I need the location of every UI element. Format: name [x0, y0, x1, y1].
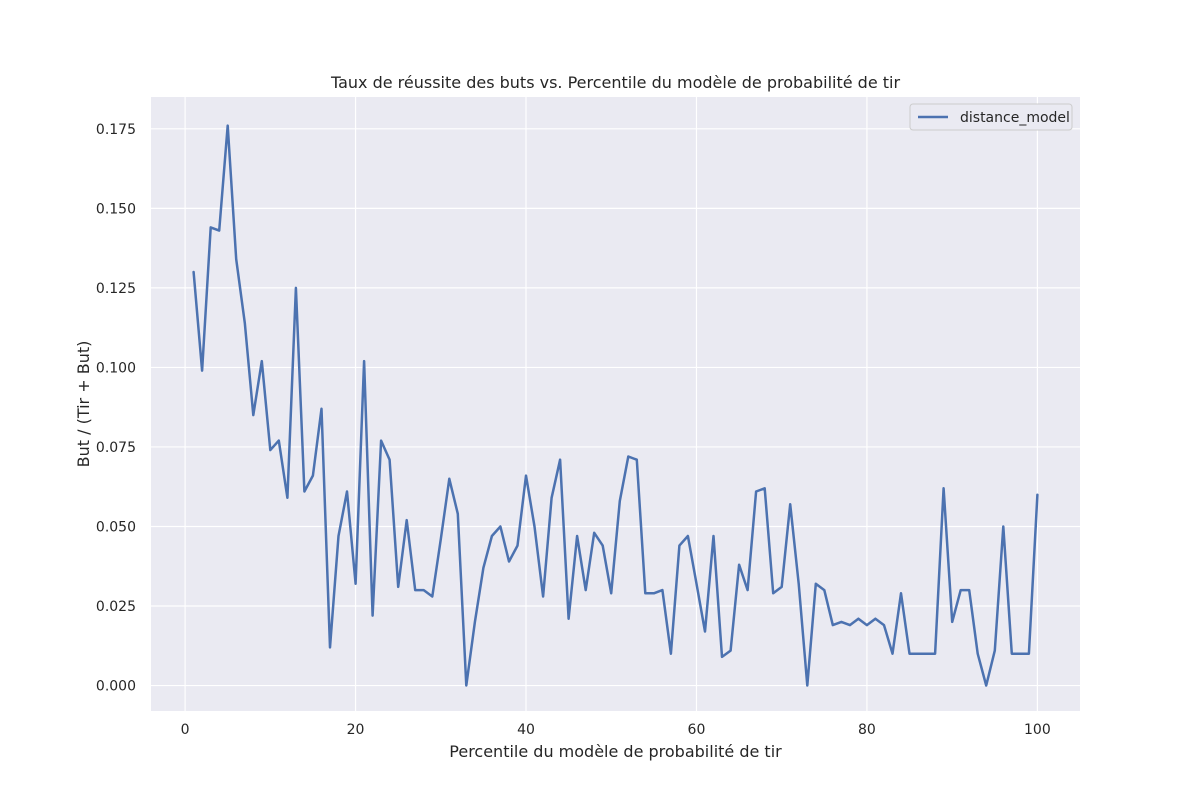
y-tick-label: 0.125: [96, 281, 136, 297]
y-tick-label: 0.000: [96, 679, 136, 695]
chart-title: Taux de réussite des buts vs. Percentile…: [330, 73, 901, 92]
y-gridlines: [151, 128, 1080, 687]
legend-box: [909, 103, 1073, 131]
x-tick-label: 100: [1024, 722, 1051, 738]
y-tick-label: 0.175: [96, 122, 136, 138]
plot-area: [151, 97, 1080, 711]
x-tick-label: 60: [688, 722, 706, 738]
series-line-distance_model: [192, 124, 1039, 687]
y-tick-label: 0.025: [96, 599, 136, 615]
series-layer: [192, 124, 1039, 687]
y-tick-labels: 0.000 0.025 0.050 0.075 0.100 0.125 0.150 0.175: [96, 122, 136, 695]
x-tick-labels: 0 20 40 60 80 100: [181, 722, 1051, 738]
y-tick-label: 0.050: [96, 519, 136, 535]
y-tick-label: 0.075: [96, 440, 136, 456]
y-tick-label: 0.150: [96, 201, 136, 217]
legend: distance_model: [909, 103, 1073, 131]
x-tick-label: 80: [858, 722, 876, 738]
x-tick-label: 40: [517, 722, 535, 738]
x-axis-label: Percentile du modèle de probabilité de t…: [449, 742, 782, 761]
x-gridlines: [184, 97, 1038, 711]
legend-label: distance_model: [960, 110, 1070, 126]
x-tick-label: 20: [347, 722, 365, 738]
y-tick-label: 0.100: [96, 360, 136, 376]
x-tick-label: 0: [181, 722, 190, 738]
y-axis-label: But / (Tir + But): [74, 341, 93, 468]
